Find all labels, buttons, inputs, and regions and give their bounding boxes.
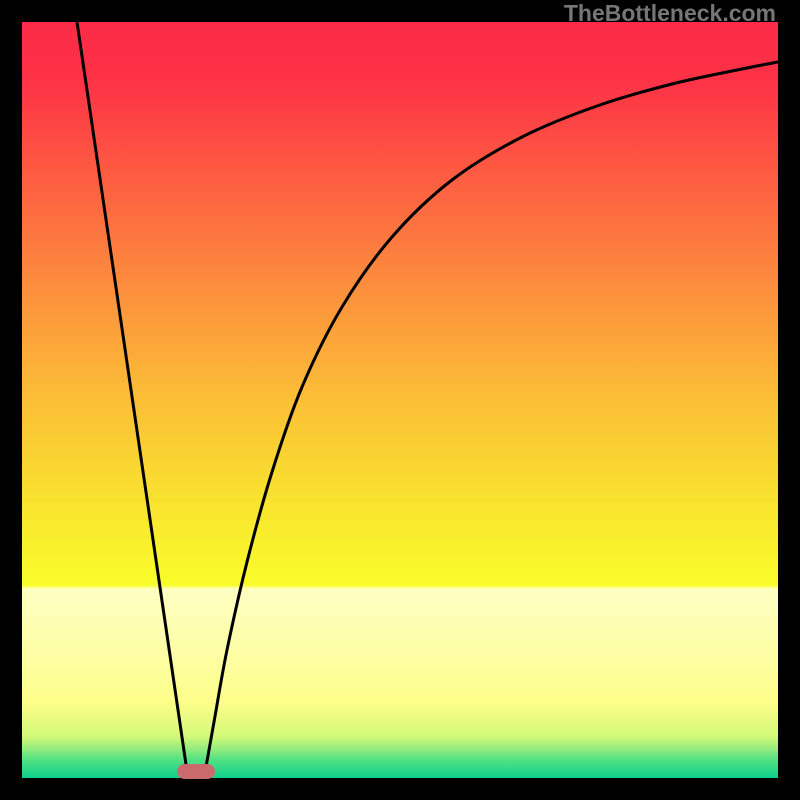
right-curve (204, 62, 778, 778)
plot-area (22, 22, 778, 778)
watermark-text: TheBottleneck.com (564, 0, 776, 27)
curves-layer (22, 22, 778, 778)
min-marker (177, 764, 215, 779)
chart-container: TheBottleneck.com (0, 0, 800, 800)
left-line (77, 22, 188, 778)
